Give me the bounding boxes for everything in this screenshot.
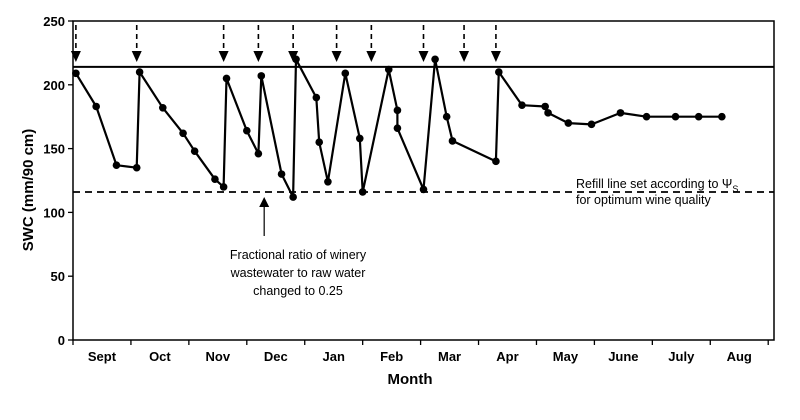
irrigation-arrow-head (331, 51, 342, 62)
swc-series (72, 55, 726, 201)
data-point (112, 161, 121, 169)
fraction-annotation-line3: changed to 0.25 (253, 284, 343, 298)
data-point (289, 193, 297, 201)
data-point (718, 112, 726, 121)
fraction-change-arrow (259, 197, 270, 236)
y-tick-label: 150 (43, 142, 65, 157)
data-point (587, 120, 596, 129)
data-point (518, 101, 526, 110)
data-point (312, 93, 321, 102)
data-point (544, 109, 552, 117)
data-point (324, 177, 332, 186)
x-tick-label: Jan (322, 349, 344, 364)
y-tick-label: 200 (43, 78, 65, 93)
data-point (277, 170, 286, 178)
data-point (219, 183, 228, 191)
x-axis: Sept Oct Nov Dec Jan Feb Mar Apr May June July Aug (72, 340, 769, 364)
data-point (257, 72, 266, 80)
irrigation-arrow-head (459, 51, 470, 62)
x-tick-label: Mar (438, 349, 461, 364)
x-tick-label: Sept (88, 349, 117, 364)
irrigation-arrow (70, 25, 81, 62)
irrigation-arrow (418, 25, 429, 62)
data-point (495, 68, 503, 76)
data-point (355, 134, 364, 143)
plot-border (72, 20, 775, 341)
y-tick-label: 0 (58, 333, 65, 348)
x-tick-label: Oct (149, 349, 171, 364)
data-point (243, 126, 251, 135)
data-point (393, 124, 402, 132)
irrigation-arrow-head (218, 51, 229, 62)
refill-annotation-line2: for optimum wine quality (576, 193, 712, 207)
refill-subscript: S (732, 184, 738, 194)
irrigation-arrows (70, 25, 501, 62)
data-point (190, 147, 199, 155)
data-point (92, 102, 100, 111)
x-tick-label: Feb (380, 349, 403, 364)
data-point (642, 112, 651, 121)
irrigation-arrow-head (366, 51, 377, 62)
data-point (222, 74, 231, 83)
irrigation-arrow-head (131, 51, 142, 62)
x-axis-title: Month (388, 371, 433, 388)
data-point (419, 185, 428, 194)
data-point (393, 106, 402, 115)
data-point (315, 138, 324, 147)
data-point (254, 149, 263, 158)
irrigation-arrow (459, 25, 470, 62)
irrigation-arrow-head (288, 51, 299, 62)
x-tick-label: July (668, 349, 695, 364)
fraction-arrow-head (259, 197, 270, 207)
fraction-annotation-line1: Fractional ratio of winery (230, 248, 367, 262)
data-point (442, 112, 451, 121)
y-axis: 0 50 100 150 200 250 (43, 14, 73, 348)
data-point (431, 55, 439, 64)
irrigation-arrow-head (70, 51, 81, 62)
data-point (671, 112, 680, 121)
reference-lines (73, 65, 774, 193)
x-tick-label: Apr (496, 349, 518, 364)
refill-annotation: Refill line set according to ΨS (576, 177, 738, 194)
irrigation-arrow-head (418, 51, 429, 62)
data-point (72, 69, 80, 78)
y-axis-title: SWC (mm/90 cm) (20, 129, 37, 252)
fraction-annotation-line2: wastewater to raw water (230, 266, 366, 280)
data-point (694, 112, 703, 121)
x-tick-label: Aug (727, 349, 752, 364)
irrigation-arrow-head (253, 51, 264, 62)
irrigation-arrow-head (490, 51, 501, 62)
data-point (132, 163, 141, 172)
irrigation-arrow (366, 25, 377, 62)
plot-frame (72, 20, 775, 341)
y-tick-label: 250 (43, 14, 65, 29)
irrigation-arrow (490, 25, 501, 62)
data-point (564, 119, 573, 127)
data-point (179, 129, 187, 138)
irrigation-arrow (131, 25, 142, 62)
data-point (492, 157, 500, 166)
data-point (158, 103, 167, 112)
annotations: Refill line set according to ΨS for opti… (230, 177, 739, 298)
y-tick-label: 100 (43, 205, 65, 220)
irrigation-arrow (288, 25, 299, 62)
data-point (448, 137, 457, 145)
data-point (135, 68, 144, 76)
data-point (358, 188, 367, 196)
irrigation-arrow (331, 25, 342, 62)
data-point (211, 175, 219, 184)
irrigation-arrow (253, 25, 264, 62)
data-point (341, 69, 350, 78)
x-tick-label: Nov (206, 349, 231, 364)
x-tick-label: May (553, 349, 579, 364)
x-tick-label: Dec (264, 349, 288, 364)
x-tick-label: June (608, 349, 638, 364)
data-point (292, 55, 300, 64)
data-point (541, 102, 549, 111)
irrigation-arrow (218, 25, 229, 62)
data-point (616, 109, 625, 117)
data-point (384, 65, 393, 74)
y-tick-label: 50 (51, 269, 65, 284)
